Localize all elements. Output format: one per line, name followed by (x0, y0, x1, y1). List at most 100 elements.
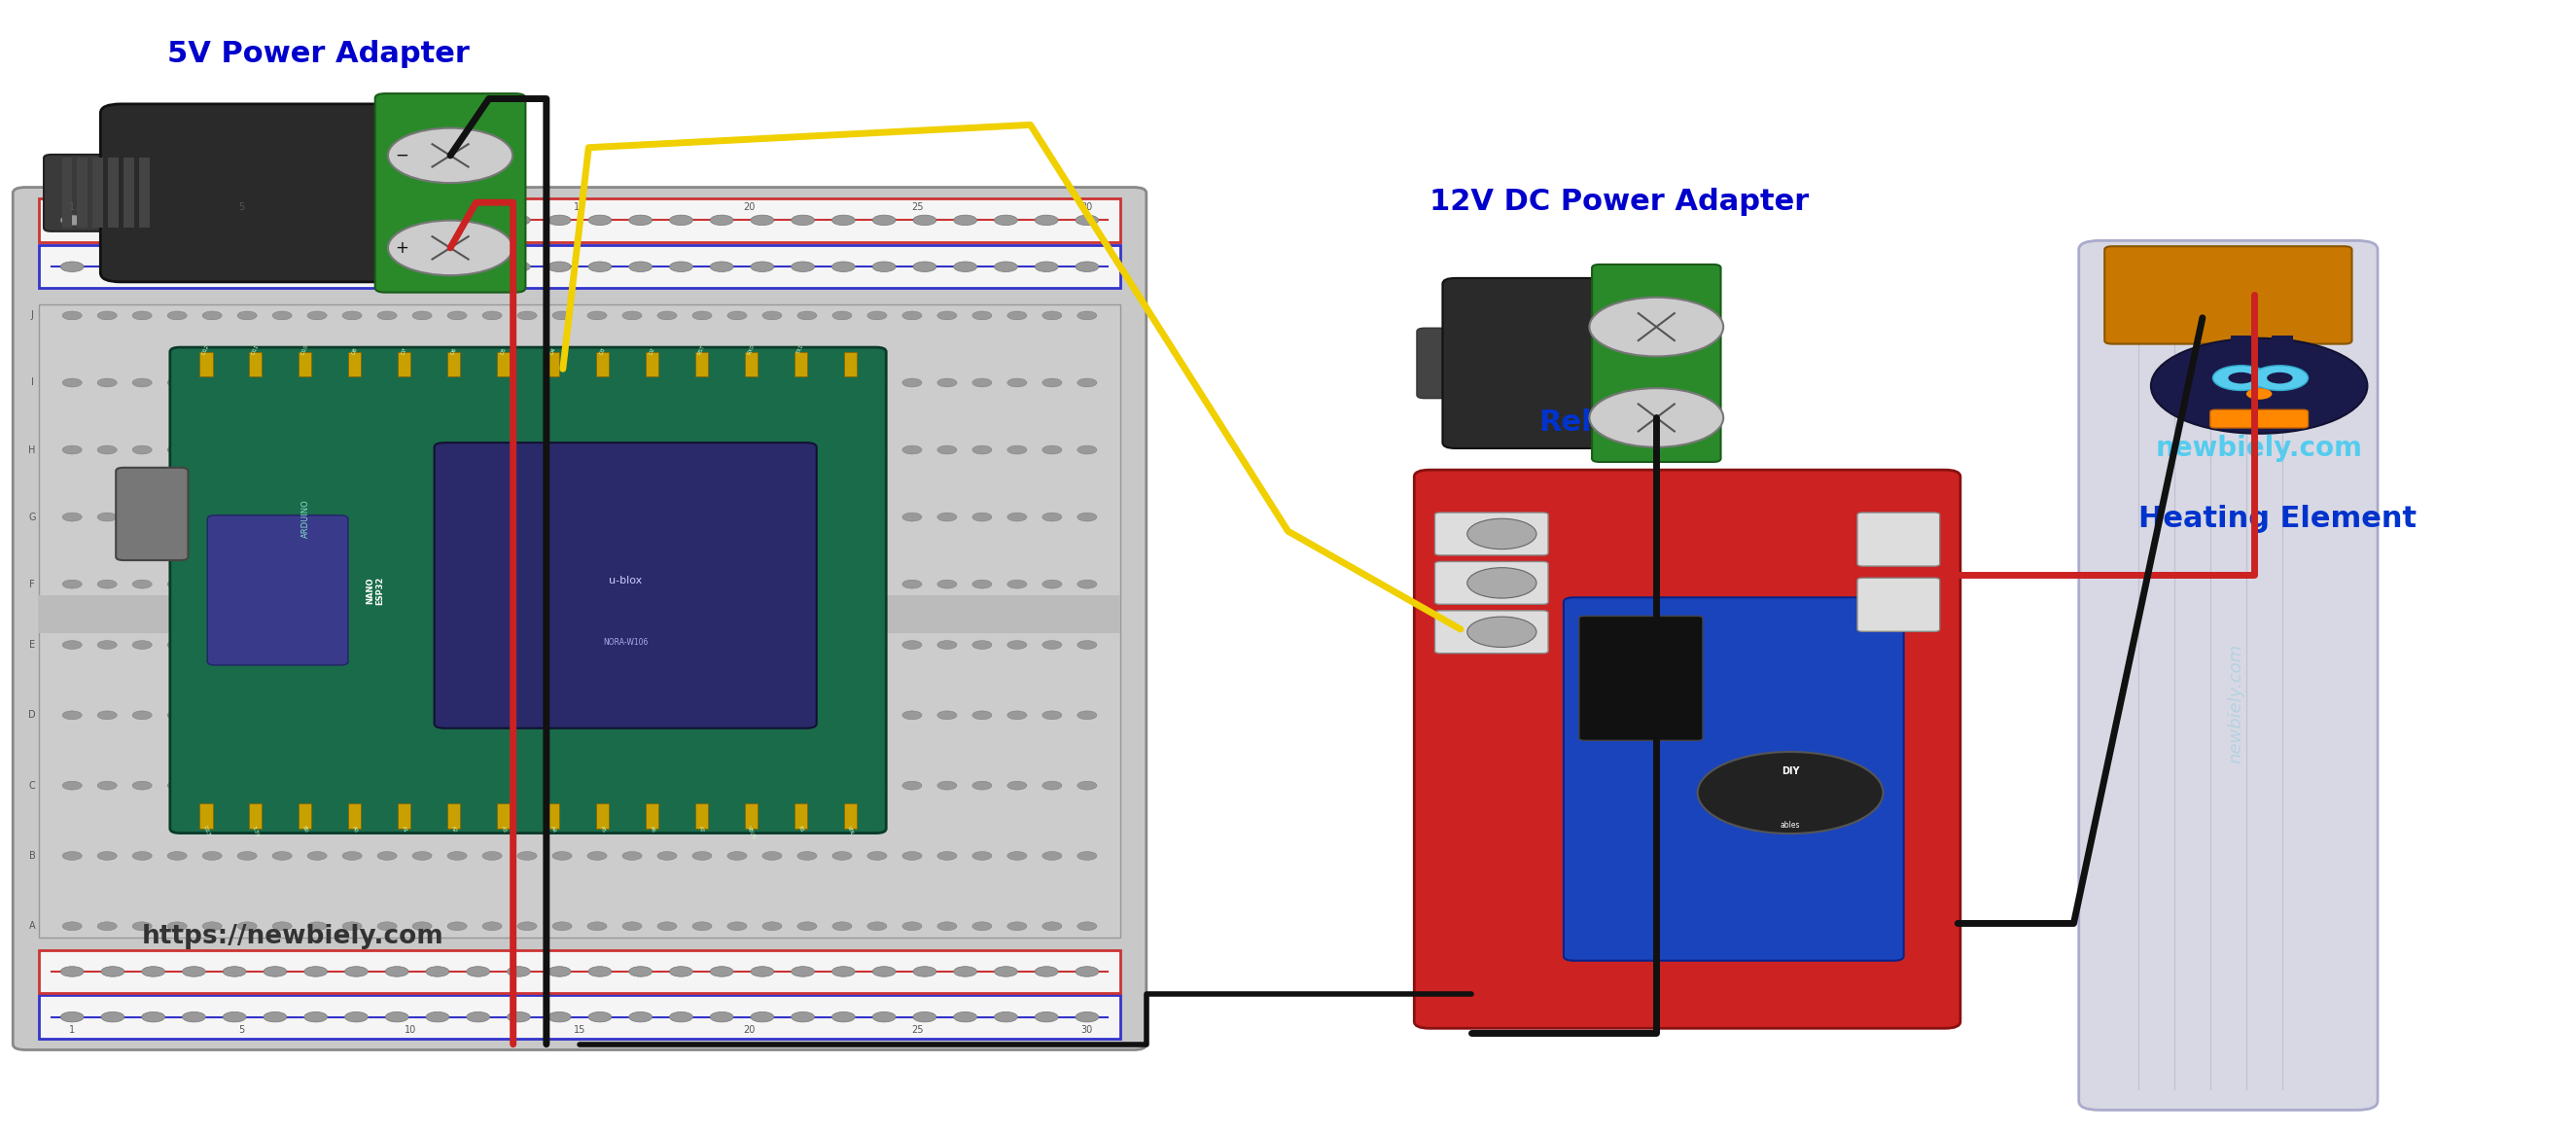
Circle shape (711, 967, 734, 976)
Circle shape (1043, 513, 1061, 521)
Circle shape (726, 640, 747, 649)
Circle shape (2267, 372, 2293, 384)
Circle shape (183, 967, 206, 976)
Bar (250, 804, 263, 829)
Circle shape (629, 262, 652, 272)
Circle shape (938, 378, 956, 387)
Circle shape (518, 922, 536, 931)
Circle shape (938, 640, 956, 649)
Circle shape (832, 967, 855, 976)
Circle shape (204, 378, 222, 387)
Circle shape (343, 922, 361, 931)
Circle shape (902, 446, 922, 454)
Circle shape (587, 851, 608, 860)
Bar (39, 950, 1121, 993)
Circle shape (711, 262, 734, 272)
Text: 1: 1 (70, 1025, 75, 1035)
Circle shape (183, 216, 206, 226)
Text: G: G (28, 512, 36, 522)
Circle shape (466, 967, 489, 976)
Circle shape (62, 781, 82, 790)
Text: D2: D2 (649, 346, 657, 355)
Circle shape (587, 580, 608, 588)
Text: 20: 20 (742, 202, 755, 212)
Circle shape (938, 513, 956, 521)
Circle shape (386, 1012, 410, 1023)
Bar (546, 352, 559, 377)
Circle shape (971, 378, 992, 387)
Text: A: A (28, 922, 36, 931)
Circle shape (98, 922, 116, 931)
Circle shape (204, 922, 222, 931)
Circle shape (587, 711, 608, 720)
Circle shape (1007, 513, 1028, 521)
Bar (2231, 336, 2251, 352)
Text: D11: D11 (250, 343, 260, 355)
Circle shape (551, 711, 572, 720)
Circle shape (1043, 446, 1061, 454)
Circle shape (832, 640, 853, 649)
Text: RX0: RX0 (747, 344, 755, 355)
Circle shape (994, 262, 1018, 272)
Circle shape (670, 967, 693, 976)
Circle shape (1077, 580, 1097, 588)
Circle shape (902, 711, 922, 720)
Circle shape (799, 640, 817, 649)
Circle shape (1007, 311, 1028, 320)
Circle shape (482, 711, 502, 720)
Circle shape (551, 580, 572, 588)
Bar (448, 804, 461, 829)
Circle shape (204, 851, 222, 860)
Circle shape (142, 967, 165, 976)
Circle shape (507, 967, 531, 976)
Text: D4: D4 (549, 346, 556, 355)
Circle shape (762, 640, 783, 649)
Circle shape (623, 922, 641, 931)
Text: NORA-W106: NORA-W106 (603, 638, 649, 647)
Circle shape (832, 1012, 855, 1023)
Text: −: − (394, 146, 410, 165)
Circle shape (791, 216, 814, 226)
Circle shape (549, 216, 572, 226)
Circle shape (204, 640, 222, 649)
Circle shape (273, 851, 291, 860)
Text: 3.3V: 3.3V (250, 825, 260, 839)
Circle shape (762, 922, 783, 931)
Circle shape (1077, 446, 1097, 454)
Circle shape (1007, 851, 1028, 860)
Circle shape (799, 580, 817, 588)
Circle shape (1043, 580, 1061, 588)
Circle shape (307, 446, 327, 454)
Circle shape (1077, 216, 1097, 226)
Circle shape (832, 580, 853, 588)
Text: D3: D3 (598, 346, 605, 355)
Circle shape (2151, 338, 2367, 434)
Circle shape (657, 311, 677, 320)
Circle shape (98, 781, 116, 790)
Circle shape (693, 851, 711, 860)
Circle shape (482, 640, 502, 649)
FancyBboxPatch shape (1592, 264, 1721, 462)
Circle shape (693, 711, 711, 720)
Circle shape (389, 220, 513, 276)
Circle shape (307, 513, 327, 521)
Bar (744, 804, 757, 829)
Bar (595, 804, 608, 829)
Circle shape (237, 922, 258, 931)
Circle shape (466, 216, 489, 226)
Circle shape (518, 580, 536, 588)
Bar (497, 352, 510, 377)
Circle shape (482, 513, 502, 521)
Circle shape (131, 446, 152, 454)
Circle shape (2246, 388, 2272, 400)
Circle shape (518, 446, 536, 454)
Circle shape (762, 378, 783, 387)
Circle shape (693, 513, 711, 521)
Circle shape (623, 580, 641, 588)
Circle shape (953, 216, 976, 226)
Circle shape (868, 580, 886, 588)
FancyBboxPatch shape (1579, 616, 1703, 740)
Text: B: B (28, 851, 36, 860)
Circle shape (750, 262, 773, 272)
Circle shape (343, 851, 361, 860)
